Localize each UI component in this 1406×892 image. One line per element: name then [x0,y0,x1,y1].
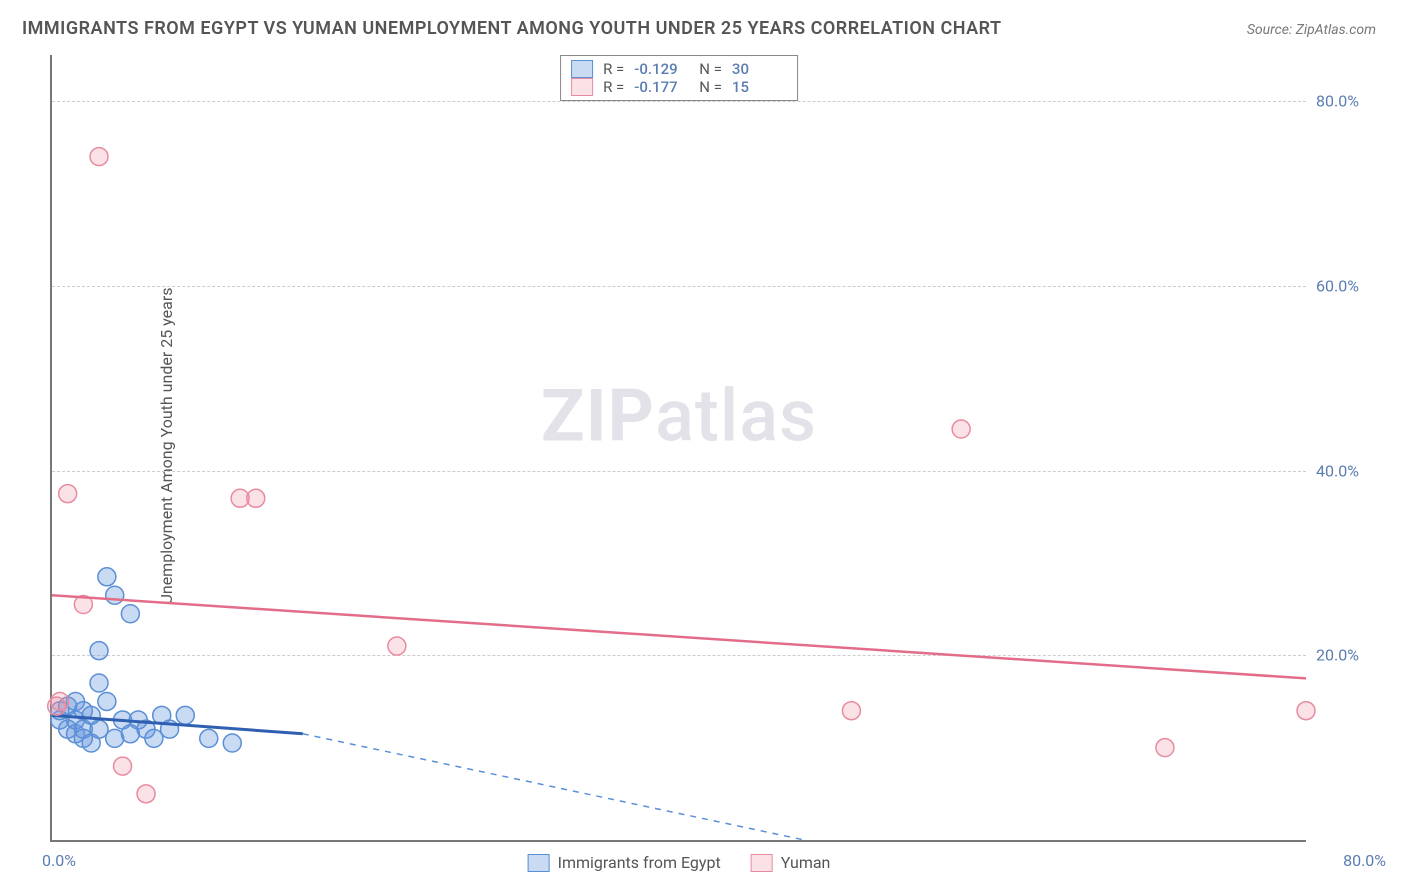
data-point [200,729,218,747]
n-label: N = [699,60,722,78]
legend-series: Immigrants from Egypt Yuman [528,853,831,872]
data-point [137,785,155,803]
n-label: N = [699,78,722,96]
data-point [90,720,108,738]
scatter-plot [52,55,1306,840]
n-value-pink: 15 [732,78,787,96]
data-point [176,706,194,724]
x-tick-min: 0.0% [42,851,76,870]
trend-line-dashed [303,734,805,840]
y-tick-label: 60.0% [1316,276,1386,295]
source-label: Source: ZipAtlas.com [1247,22,1376,38]
legend-row-blue: R = -0.129 N = 30 [571,60,787,78]
trend-line [52,595,1306,678]
data-point [51,692,69,710]
data-point [842,702,860,720]
data-point [90,674,108,692]
data-point [90,642,108,660]
r-value-blue: -0.129 [634,60,689,78]
n-value-blue: 30 [732,60,787,78]
y-tick-label: 40.0% [1316,461,1386,480]
legend-correlation: R = -0.129 N = 30 R = -0.177 N = 15 [560,55,798,101]
data-point [98,568,116,586]
data-point [1297,702,1315,720]
data-point [106,586,124,604]
swatch-pink [571,78,593,96]
data-point [59,485,77,503]
data-point [90,148,108,166]
legend-item-pink: Yuman [751,853,831,872]
y-tick-label: 20.0% [1316,646,1386,665]
legend-row-pink: R = -0.177 N = 15 [571,78,787,96]
r-value-pink: -0.177 [634,78,689,96]
data-point [1156,739,1174,757]
swatch-blue [571,60,593,78]
data-point [388,637,406,655]
r-label: R = [603,60,624,78]
data-point [952,420,970,438]
data-point [121,605,139,623]
data-point [114,757,132,775]
data-point [98,692,116,710]
data-point [223,734,241,752]
chart-title: IMMIGRANTS FROM EGYPT VS YUMAN UNEMPLOYM… [22,18,1002,39]
swatch-pink [751,854,773,872]
legend-label-blue: Immigrants from Egypt [558,853,721,872]
legend-label-pink: Yuman [781,853,831,872]
data-point [145,729,163,747]
chart-area: ZIPatlas R = -0.129 N = 30 R = -0.177 N … [50,55,1306,842]
legend-item-blue: Immigrants from Egypt [528,853,721,872]
r-label: R = [603,78,624,96]
x-tick-max: 80.0% [1343,851,1386,870]
data-point [247,489,265,507]
swatch-blue [528,854,550,872]
y-tick-label: 80.0% [1316,92,1386,111]
